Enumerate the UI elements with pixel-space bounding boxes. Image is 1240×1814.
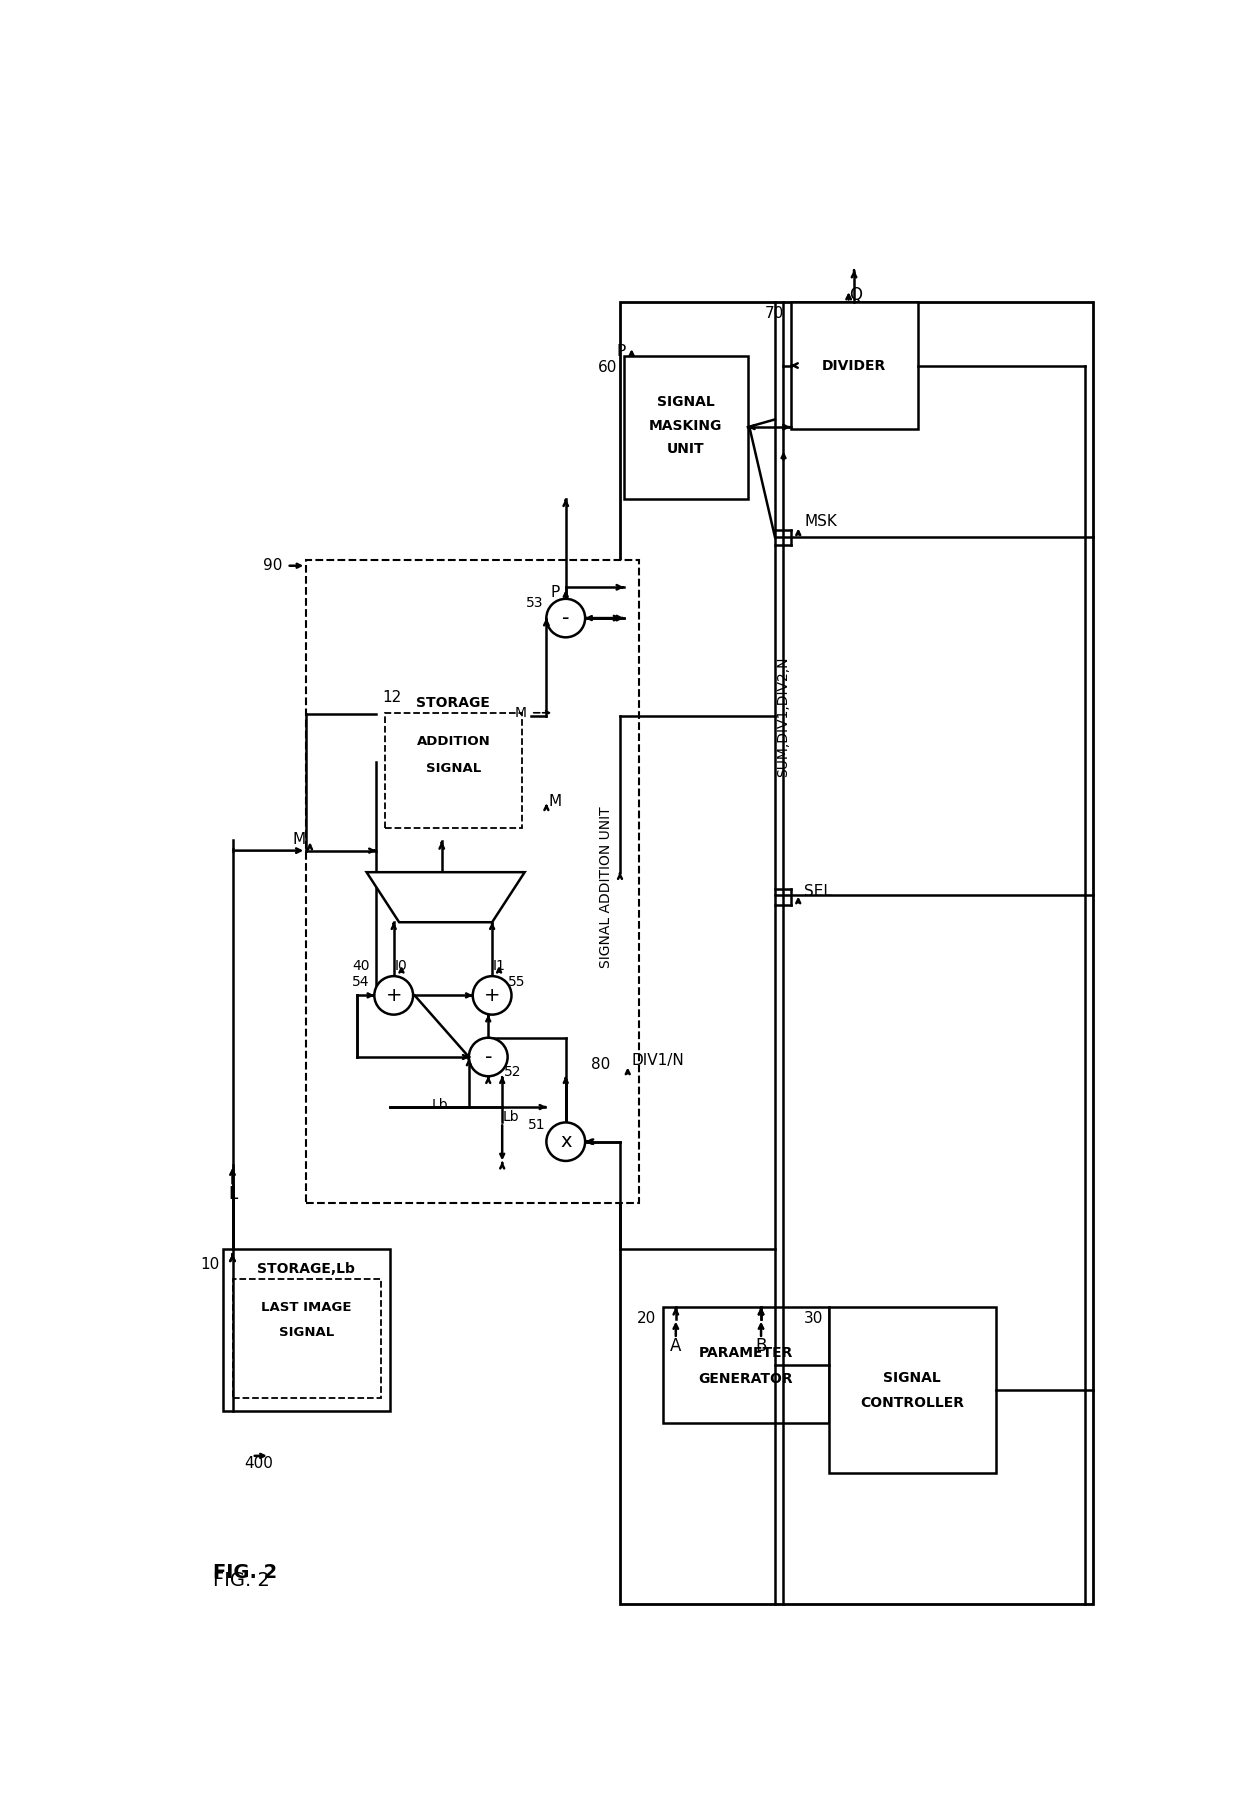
Text: Q: Q bbox=[848, 285, 862, 303]
Text: GENERATOR: GENERATOR bbox=[698, 1371, 792, 1386]
Text: 90: 90 bbox=[263, 559, 283, 573]
Bar bbox=[624, 356, 748, 499]
Text: x: x bbox=[560, 1132, 572, 1152]
Polygon shape bbox=[367, 873, 525, 922]
Text: A: A bbox=[670, 1337, 682, 1355]
Text: I1: I1 bbox=[492, 960, 506, 972]
Text: SEL: SEL bbox=[805, 883, 832, 900]
Text: 54: 54 bbox=[352, 974, 370, 989]
Text: UNIT: UNIT bbox=[667, 441, 704, 455]
Text: 53: 53 bbox=[526, 595, 543, 610]
Circle shape bbox=[374, 976, 413, 1014]
Text: P: P bbox=[616, 345, 625, 359]
Bar bbox=[376, 684, 531, 842]
Text: Lb: Lb bbox=[432, 1097, 449, 1112]
Text: LAST IMAGE: LAST IMAGE bbox=[260, 1301, 351, 1313]
Text: SIGNAL: SIGNAL bbox=[657, 395, 714, 410]
Text: STORAGE,Lb: STORAGE,Lb bbox=[257, 1263, 355, 1275]
Text: L: L bbox=[228, 1185, 237, 1203]
Text: +: + bbox=[386, 985, 402, 1005]
Text: STORAGE: STORAGE bbox=[417, 697, 490, 709]
Text: 12: 12 bbox=[382, 689, 402, 706]
Bar bbox=[233, 1279, 381, 1399]
Circle shape bbox=[472, 976, 511, 1014]
Bar bbox=[791, 303, 919, 430]
Text: CONTROLLER: CONTROLLER bbox=[861, 1397, 965, 1411]
Bar bbox=[620, 303, 1092, 1604]
Text: P: P bbox=[551, 586, 559, 600]
Text: MSK: MSK bbox=[805, 515, 837, 530]
Text: ADDITION: ADDITION bbox=[417, 735, 490, 747]
Text: SIGNAL: SIGNAL bbox=[883, 1371, 941, 1386]
Text: 51: 51 bbox=[527, 1117, 546, 1132]
Text: SIGNAL ADDITION UNIT: SIGNAL ADDITION UNIT bbox=[599, 807, 613, 969]
Text: -: - bbox=[562, 608, 569, 628]
Text: M: M bbox=[293, 833, 306, 847]
Text: DIVIDER: DIVIDER bbox=[822, 359, 887, 372]
Text: 70: 70 bbox=[765, 307, 785, 321]
Text: SIGNAL: SIGNAL bbox=[279, 1326, 334, 1339]
Text: SIGNAL: SIGNAL bbox=[425, 762, 481, 775]
Text: Lb: Lb bbox=[502, 1110, 518, 1125]
Text: -: - bbox=[485, 1047, 492, 1067]
Bar bbox=[306, 561, 640, 1203]
Bar bbox=[223, 1250, 389, 1411]
Text: MASKING: MASKING bbox=[650, 419, 723, 432]
Text: B: B bbox=[755, 1337, 766, 1355]
Text: 30: 30 bbox=[804, 1312, 823, 1326]
Text: PARAMETER: PARAMETER bbox=[698, 1346, 792, 1360]
Text: 80: 80 bbox=[591, 1058, 610, 1072]
Circle shape bbox=[469, 1038, 507, 1076]
Bar bbox=[830, 1308, 996, 1473]
Bar bbox=[662, 1308, 830, 1422]
Text: SUM,DIV1,DIV2,N: SUM,DIV1,DIV2,N bbox=[776, 657, 791, 776]
Text: DIV1/N: DIV1/N bbox=[631, 1054, 684, 1068]
Text: 40: 40 bbox=[352, 960, 370, 972]
Circle shape bbox=[547, 1123, 585, 1161]
Text: FIG. 2: FIG. 2 bbox=[213, 1571, 270, 1591]
Text: 60: 60 bbox=[598, 361, 618, 375]
Text: I0: I0 bbox=[396, 960, 408, 972]
Bar bbox=[386, 713, 522, 829]
Text: 10: 10 bbox=[200, 1257, 219, 1272]
Text: 20: 20 bbox=[637, 1312, 656, 1326]
Text: 55: 55 bbox=[508, 974, 526, 989]
Text: +: + bbox=[484, 985, 501, 1005]
Text: M: M bbox=[549, 795, 562, 809]
Text: 52: 52 bbox=[505, 1065, 522, 1079]
Circle shape bbox=[547, 599, 585, 637]
Text: FIG. 2: FIG. 2 bbox=[213, 1564, 278, 1582]
Text: 400: 400 bbox=[244, 1457, 273, 1471]
Text: M: M bbox=[515, 706, 527, 720]
